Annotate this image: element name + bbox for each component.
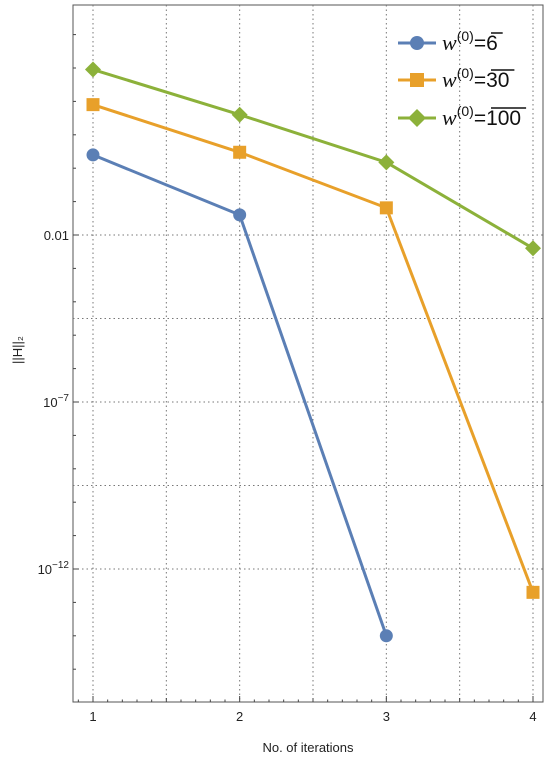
legend-marker bbox=[410, 73, 424, 87]
data-point bbox=[233, 208, 247, 222]
grid bbox=[73, 5, 543, 702]
series-line bbox=[92, 103, 535, 593]
legend-marker bbox=[410, 36, 424, 50]
legend-item-2: w(0)=30 bbox=[398, 65, 515, 92]
series-layer bbox=[85, 61, 541, 643]
legend-label: w(0)=100 bbox=[442, 103, 521, 130]
y-tick-label: 0.01 bbox=[44, 228, 69, 243]
data-point bbox=[233, 145, 247, 159]
data-point bbox=[85, 61, 101, 78]
x-tick-label: 1 bbox=[89, 709, 96, 724]
legend-item-1: w(0)=6 bbox=[398, 28, 503, 55]
legend-marker bbox=[408, 109, 426, 127]
series-2 bbox=[86, 98, 540, 599]
data-point bbox=[86, 98, 100, 112]
x-tick-label: 4 bbox=[529, 709, 536, 724]
data-point bbox=[379, 201, 393, 215]
legend: w(0)=6 w(0)=30 w(0)=100 bbox=[398, 28, 527, 130]
data-point bbox=[526, 585, 540, 599]
legend-label: w(0)=6 bbox=[442, 28, 498, 55]
data-point bbox=[525, 240, 541, 257]
x-tick-label: 2 bbox=[236, 709, 243, 724]
data-point bbox=[379, 629, 393, 643]
x-tick-label: 3 bbox=[383, 709, 390, 724]
series-1 bbox=[86, 148, 393, 643]
y-tick-label: 10−12 bbox=[38, 560, 70, 577]
series-line bbox=[92, 68, 534, 250]
plot-frame bbox=[72, 4, 544, 703]
data-point bbox=[231, 106, 248, 123]
y-tick-label: 10−7 bbox=[43, 393, 69, 410]
x-axis-label: No. of iterations bbox=[262, 740, 354, 755]
data-point bbox=[378, 154, 395, 171]
y-axis-label: ||H||₂ bbox=[10, 336, 25, 364]
legend-label: w(0)=30 bbox=[442, 65, 509, 92]
axis-ticks: 1 2 3 4 0.01 10−7 10−12 bbox=[38, 34, 537, 724]
legend-item-3: w(0)=100 bbox=[398, 103, 527, 130]
data-point bbox=[86, 148, 100, 162]
series-3 bbox=[85, 61, 541, 257]
